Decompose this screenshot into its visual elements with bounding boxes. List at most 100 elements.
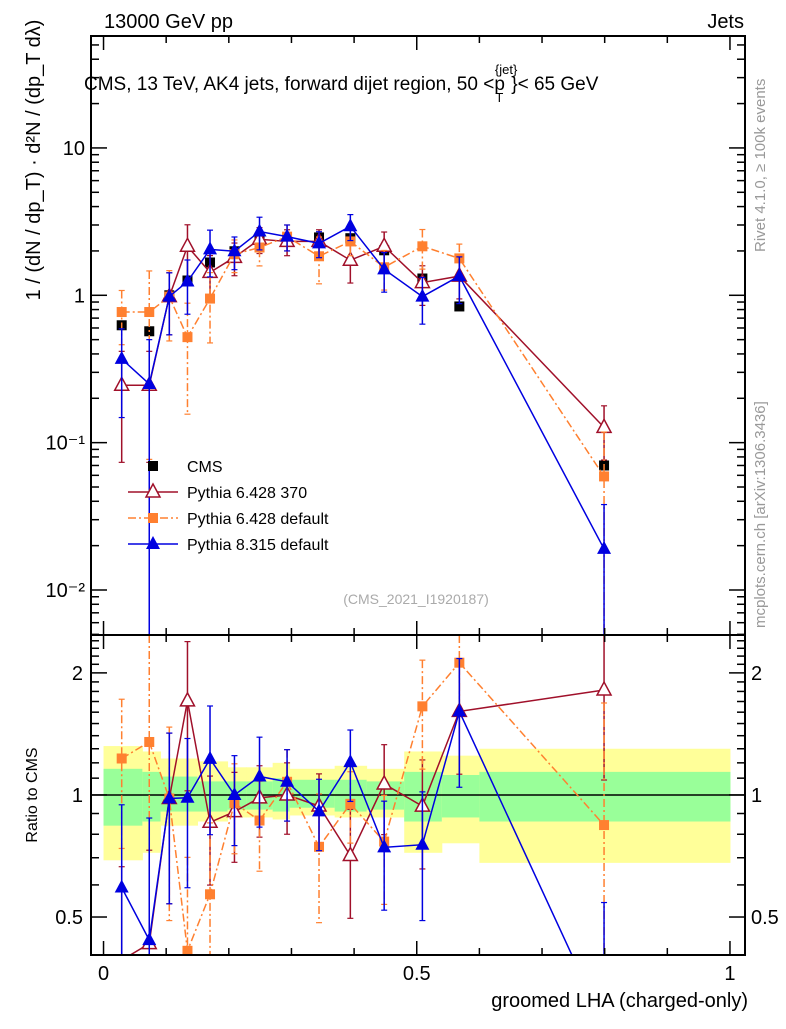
main-data-point	[205, 293, 216, 304]
frames: 0 0.5 1 10 1 10⁻¹ 10⁻² 2 2 1 1 0.5 0.5	[46, 35, 779, 985]
green-band-bin	[479, 771, 731, 822]
main-data-point	[180, 273, 195, 287]
legend-marker	[144, 482, 162, 498]
series-cms	[116, 232, 610, 471]
main-data-point	[597, 540, 612, 554]
ratio-tick-label-left: 0.5	[55, 907, 83, 929]
main-data-point	[144, 307, 155, 318]
ratio-data-point	[162, 790, 177, 804]
main-data-point	[182, 332, 193, 343]
ratio-tick-label-left: 2	[72, 663, 83, 685]
ratio-data-point	[599, 820, 610, 831]
green-band-bin	[142, 771, 162, 822]
main-data-point	[415, 288, 430, 302]
y-tick-label: 10	[63, 138, 85, 160]
ratio-data-point	[595, 680, 613, 696]
x-axis-label: groomed LHA (charged-only)	[491, 990, 748, 1012]
main-data-point	[116, 307, 127, 318]
legend-label: Pythia 8.315 default	[187, 537, 329, 554]
rivet-label: Rivet 4.1.0, ≥ 100k events	[752, 79, 769, 252]
chart-title-sup: {jet}	[495, 62, 518, 77]
legend-label: Pythia 6.428 370	[187, 485, 307, 502]
green-band-bin	[404, 771, 443, 822]
main-data-point	[114, 350, 129, 364]
ratio-y-axis-label: Ratio to CMS	[24, 747, 41, 842]
chart-title-sub: T	[495, 90, 503, 105]
ratio-data-point	[415, 836, 430, 850]
header-left: 13000 GeV pp	[104, 11, 233, 33]
ratio-data-point	[227, 786, 242, 800]
y-axis-label: 1 / (dN / dp_T) · d²N / (dp_T dλ)	[23, 20, 45, 301]
ratio-data-point	[179, 691, 196, 707]
main-series-line	[121, 225, 605, 550]
main-data-point	[203, 241, 218, 255]
main-data-point	[252, 223, 267, 237]
ratio-data-point	[182, 945, 193, 956]
ratio-data-point	[377, 839, 392, 853]
ratio-series-line	[121, 661, 605, 952]
main-data-point	[142, 376, 157, 390]
ratio-tick-label-right: 0.5	[751, 907, 779, 929]
ratio-tick-label-right: 2	[751, 663, 762, 685]
legend-marker	[148, 513, 158, 523]
ratio-data-point	[205, 889, 216, 900]
series-pythia-8-315-default	[114, 214, 612, 956]
ratio-data-point	[203, 750, 218, 764]
ratio-data-point	[342, 845, 359, 862]
x-tick-label: 0	[98, 963, 109, 985]
main-data-point	[342, 250, 359, 266]
ratio-data-point	[280, 773, 295, 787]
ratio-data-point	[417, 701, 428, 712]
main-series-line	[121, 238, 605, 428]
main-data-point	[599, 471, 610, 482]
green-band-bin	[103, 768, 143, 826]
chart-title-main: CMS, 13 TeV, AK4 jets, forward dijet reg…	[84, 74, 505, 95]
mcplots-label: mcplots.cern.ch [arXiv:1306.3436]	[752, 401, 769, 628]
main-data-point	[345, 236, 356, 247]
ratio-data-point	[345, 798, 356, 809]
green-band-bin	[197, 781, 229, 812]
ratio-tick-label-left: 1	[72, 785, 83, 807]
legend-marker	[146, 536, 160, 549]
main-data-point	[417, 241, 428, 252]
main-data-point	[377, 261, 392, 275]
ratio-data-point	[343, 754, 358, 768]
main-data-point	[375, 236, 393, 253]
main-series-line	[121, 235, 605, 477]
header-right: Jets	[707, 11, 744, 33]
main-data-point	[312, 235, 327, 249]
main-data-point	[179, 236, 196, 253]
main-data-point	[454, 301, 465, 312]
legend: CMS Pythia 6.428 370 Pythia 6.428 default P…	[128, 459, 329, 554]
ratio-data-point	[180, 789, 195, 803]
main-data-point	[280, 228, 295, 242]
x-tick-label: 1	[724, 963, 735, 985]
analysis-watermark: (CMS_2021_I1920187)	[343, 591, 489, 607]
main-data-point	[343, 218, 358, 232]
ratio-data-point	[312, 803, 327, 817]
x-tick-label: 0.5	[403, 963, 431, 985]
y-tick-label: 10⁻²	[46, 580, 86, 602]
ratio-data-point	[116, 753, 127, 764]
y-tick-label: 10⁻¹	[46, 433, 86, 455]
ratio-data-point	[452, 703, 467, 717]
ratio-data-point	[142, 932, 157, 946]
ratio-tick-label-right: 1	[751, 785, 762, 807]
ratio-data-point	[144, 736, 155, 747]
green-band-bin	[441, 774, 480, 818]
ratio-data-point	[252, 768, 267, 782]
legend-label: CMS	[187, 459, 223, 476]
chart-title: CMS, 13 TeV, AK4 jets, forward dijet reg…	[84, 62, 599, 105]
series-layer	[113, 214, 613, 956]
ratio-series-line	[128, 689, 605, 955]
main-data-point	[162, 288, 177, 302]
y-tick-label: 1	[74, 285, 85, 307]
main-data-point	[452, 268, 467, 282]
ratio-data-point	[375, 774, 393, 790]
chart-title-tail: }< 65 GeV	[511, 74, 598, 95]
main-data-point	[227, 243, 242, 257]
legend-marker	[148, 461, 158, 471]
ratio-data-point	[114, 879, 129, 893]
legend-label: Pythia 6.428 default	[187, 511, 329, 528]
